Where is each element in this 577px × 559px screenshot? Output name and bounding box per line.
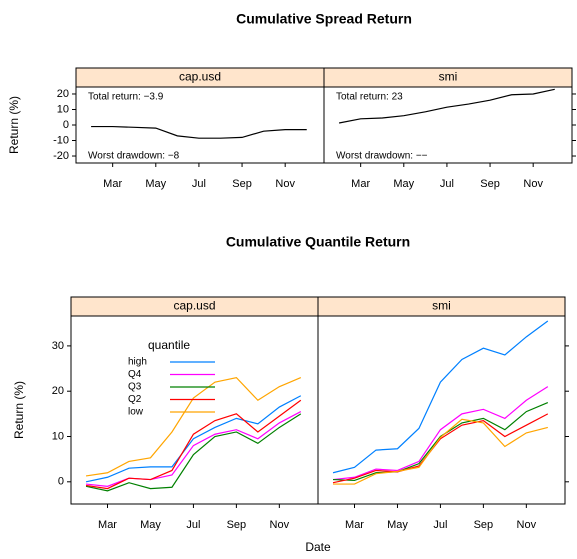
panel-title: cap.usd: [179, 70, 221, 84]
series-line: [338, 88, 555, 124]
legend-label: high: [128, 357, 147, 368]
y-tick-label: 10: [52, 430, 64, 442]
annotation: Worst drawdown: −−: [336, 151, 428, 162]
series-line: [91, 125, 307, 139]
x-tick-label: Nov: [270, 519, 290, 531]
series-line: [332, 413, 549, 484]
series-line: [85, 399, 302, 490]
y-axis-label: Return (%): [7, 96, 21, 154]
annotation: Worst drawdown: −8: [88, 151, 180, 162]
chart-title: Cumulative Quantile Return: [226, 234, 410, 250]
series-line: [332, 386, 549, 481]
x-tick-label: Sep: [227, 519, 247, 531]
y-tick-label: 10: [57, 103, 69, 115]
panel-title: cap.usd: [173, 299, 215, 313]
x-tick-label: Nov: [523, 178, 543, 190]
x-tick-label: Sep: [232, 178, 252, 190]
x-tick-label: Mar: [103, 178, 122, 190]
y-tick-label: -20: [53, 150, 69, 162]
series-line: [85, 413, 302, 492]
y-tick-label: 0: [63, 119, 69, 131]
annotation: Total return: −3.9: [88, 92, 164, 103]
x-tick-label: May: [387, 519, 408, 531]
x-tick-label: Mar: [345, 519, 364, 531]
x-tick-label: Nov: [275, 178, 295, 190]
x-tick-label: Jul: [192, 178, 206, 190]
series-line: [85, 395, 302, 483]
legend-label: low: [128, 407, 144, 418]
panel-title: smi: [432, 299, 451, 313]
panel: [70, 315, 319, 505]
legend-label: Q4: [128, 369, 142, 380]
legend-title: quantile: [148, 338, 190, 352]
x-tick-label: Jul: [440, 178, 454, 190]
y-tick-label: 30: [52, 340, 64, 352]
x-tick-label: Sep: [474, 519, 494, 531]
panel: [317, 315, 566, 505]
y-axis-label: Return (%): [12, 381, 26, 439]
series-line: [333, 418, 548, 485]
x-tick-label: Mar: [98, 519, 117, 531]
series-line: [332, 320, 549, 474]
y-tick-label: 20: [52, 385, 64, 397]
x-tick-label: Nov: [517, 519, 537, 531]
x-axis-label: Date: [305, 540, 331, 554]
x-tick-label: Mar: [351, 178, 370, 190]
annotation: Total return: 23: [336, 92, 403, 103]
legend-label: Q2: [128, 394, 142, 405]
x-tick-label: May: [140, 519, 161, 531]
legend-label: Q3: [128, 382, 142, 393]
x-tick-label: Jul: [186, 519, 200, 531]
series-line: [85, 411, 302, 487]
panel-title: smi: [439, 70, 458, 84]
series-line: [333, 401, 549, 482]
x-tick-label: May: [393, 178, 414, 190]
y-tick-label: -10: [53, 134, 69, 146]
x-tick-label: Sep: [480, 178, 500, 190]
y-tick-label: 0: [58, 476, 64, 488]
x-tick-label: May: [145, 178, 166, 190]
series-line: [85, 376, 302, 477]
y-tick-label: 20: [57, 88, 69, 100]
x-tick-label: Jul: [433, 519, 447, 531]
chart-title: Cumulative Spread Return: [236, 11, 412, 27]
